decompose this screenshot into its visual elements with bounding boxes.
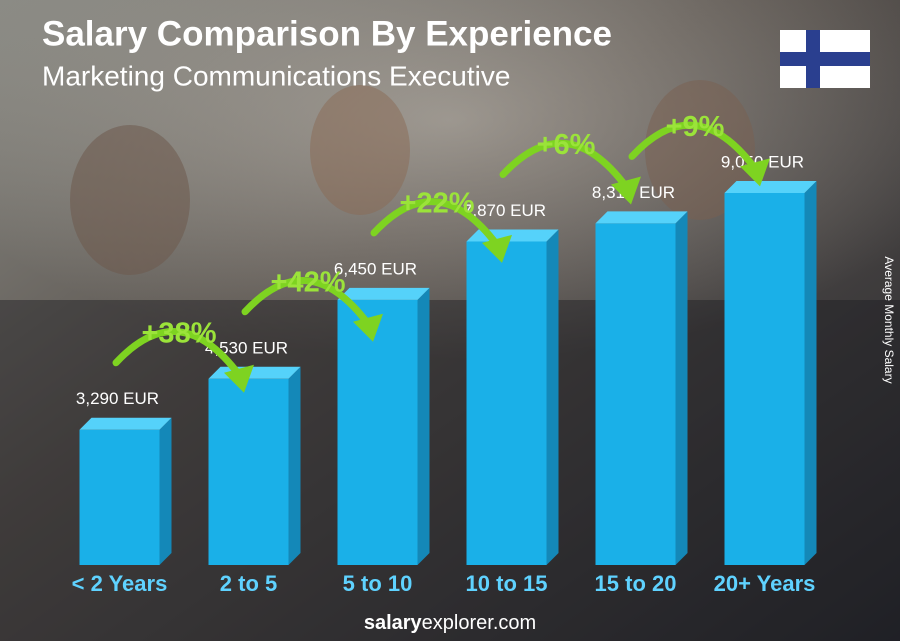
bar-side	[288, 366, 301, 565]
x-tick-label: 2 to 5	[220, 571, 277, 596]
change-label: +38%	[142, 317, 217, 349]
bar-front	[208, 378, 289, 565]
value-label: 4,530 EUR	[205, 338, 288, 357]
bar-front	[79, 429, 160, 565]
value-label: 6,450 EUR	[334, 259, 417, 278]
change-arrow	[499, 139, 630, 191]
bar-side	[159, 417, 172, 565]
bar-side	[417, 287, 430, 565]
bar-front	[466, 241, 547, 566]
change-arrow	[370, 198, 501, 249]
bar-top	[337, 287, 430, 300]
value-label: 3,290 EUR	[76, 389, 159, 408]
bar-top	[208, 366, 301, 379]
change-arrow	[241, 277, 372, 328]
change-arrowhead	[353, 313, 383, 342]
bar-front	[337, 299, 418, 565]
x-tick-label: 10 to 15	[466, 571, 548, 596]
footer-brand: salary	[364, 612, 423, 634]
bar-side	[804, 181, 817, 565]
change-arrowhead	[740, 158, 770, 187]
footer: salaryexplorer.com	[364, 612, 536, 634]
change-label: +42%	[271, 266, 346, 298]
bar-front	[724, 193, 805, 565]
flag	[780, 30, 870, 88]
bar-top	[79, 417, 172, 430]
x-tick-label: 20+ Years	[714, 571, 816, 596]
chart-subtitle: Marketing Communications Executive	[42, 60, 510, 91]
flag-cross	[806, 30, 820, 88]
change-arrow	[112, 328, 243, 379]
change-arrowhead	[224, 364, 254, 393]
footer-brand: explorer.com	[422, 612, 537, 634]
background-figure	[310, 85, 410, 215]
x-tick-label: 5 to 10	[343, 571, 413, 596]
bar-side	[675, 211, 688, 566]
background-figure	[645, 80, 755, 220]
background-figure	[70, 125, 190, 275]
change-arrow	[628, 121, 759, 172]
change-label: +6%	[537, 129, 596, 161]
bar-top	[595, 211, 688, 224]
y-axis-label: Average Monthly Salary	[882, 256, 896, 383]
bar-side	[546, 229, 559, 566]
x-tick-label: < 2 Years	[72, 571, 168, 596]
change-arrowhead	[611, 176, 641, 205]
flag-cross	[780, 52, 870, 66]
change-label: +22%	[400, 188, 475, 220]
bar-top	[466, 229, 559, 242]
value-label: 7,870 EUR	[463, 201, 546, 220]
chart-title: Salary Comparison By Experience	[42, 14, 612, 53]
change-label: +9%	[666, 111, 725, 143]
x-tick-label: 15 to 20	[595, 571, 677, 596]
bar-front	[595, 223, 676, 566]
bar-top	[724, 181, 817, 193]
change-arrowhead	[482, 234, 512, 263]
